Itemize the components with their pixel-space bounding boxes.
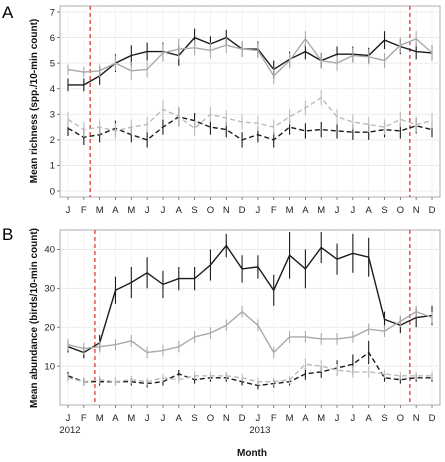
panel-a-label: A xyxy=(2,3,14,22)
panel-a-x-tick-label: S xyxy=(191,205,197,216)
panel-b-y-tick-label: 40 xyxy=(44,245,55,256)
panel-b-x-tick-label: S xyxy=(381,413,387,424)
panel-a-y-tick-label: 5 xyxy=(50,58,55,69)
panel-b-x-tick-label: M xyxy=(286,413,294,424)
panel-b-ticks xyxy=(57,249,433,408)
panel-a-x-tick-label: M xyxy=(96,205,104,216)
panel-a-event-lines xyxy=(89,6,411,197)
panel-b-x-tick-label: D xyxy=(239,413,246,424)
panel-b-x-tick-label: M xyxy=(96,413,104,424)
panel-b-x-tick-label: J xyxy=(350,413,355,424)
panel-b-x-tick-label: A xyxy=(366,413,373,424)
panel-b-x-tick-label: A xyxy=(302,413,309,424)
panel-a-y-tick-label: 1 xyxy=(50,161,55,172)
panel-a-plot-area xyxy=(59,5,441,198)
panel-a-x-tick-label: J xyxy=(350,205,355,216)
panel-b-x-tick-label: A xyxy=(112,413,119,424)
panel-a-x-tick-label: O xyxy=(397,205,404,216)
panel-b-x-tick-label: J xyxy=(145,413,150,424)
panel-a-y-axis-title: Mean richness (spp./10-min count) xyxy=(29,19,40,183)
panel-b-x-tick-label: N xyxy=(413,413,420,424)
panel-a-x-tick-label: J xyxy=(161,205,166,216)
panel-a-x-tick-label: F xyxy=(81,205,87,216)
panel-b-x-tick-label: D xyxy=(429,413,436,424)
year-label: 2012 xyxy=(59,425,80,436)
panel-a-x-tick-label: O xyxy=(207,205,214,216)
series-line xyxy=(67,244,433,354)
panel-a-x-tick-label: A xyxy=(302,205,309,216)
panel-b-y-tick-label: 20 xyxy=(44,323,55,334)
panel-b-x-tick-label: O xyxy=(207,413,214,424)
panel-b-event-lines xyxy=(94,230,411,405)
panel-b-x-tick-label: A xyxy=(176,413,183,424)
panel-a-x-tick-label: S xyxy=(381,205,387,216)
panel-b-label: B xyxy=(2,225,13,244)
panel-a-series xyxy=(67,28,433,148)
panel-b-plot-area xyxy=(59,229,441,406)
panel-b-x-tick-label: J xyxy=(335,413,340,424)
panel-a-series-4 xyxy=(67,89,433,139)
panel-b-x-tick-label: S xyxy=(191,413,197,424)
panel-a-x-tick-label: D xyxy=(429,205,436,216)
panel-b-series-4 xyxy=(67,358,433,386)
panel-b-x-axis-title: Month xyxy=(237,448,267,459)
panel-a-series-2 xyxy=(67,31,433,84)
panel-a-y-tick-label: 7 xyxy=(50,7,55,18)
panel-b-y-axis-title: Mean abundance (birds/10-min count) xyxy=(29,228,40,408)
series-line xyxy=(67,37,433,78)
panel-a-x-tick-label: A xyxy=(176,205,183,216)
panel-a-x-tick-label: M xyxy=(317,205,325,216)
panel-a-y-tick-label: 4 xyxy=(50,84,55,95)
panel-a-x-tick-label: D xyxy=(239,205,246,216)
panel-b-series xyxy=(67,231,433,390)
panel-a-x-tick-label: J xyxy=(256,205,261,216)
panel-a-x-tick-label: A xyxy=(366,205,373,216)
panel-b-x-tick-label: J xyxy=(161,413,166,424)
panel-a-y-tick-label: 6 xyxy=(50,33,55,44)
panel-a-x-tick-label: M xyxy=(286,205,294,216)
panel-b-x-tick-label: F xyxy=(271,413,277,424)
panel-b-x-tick-label: F xyxy=(81,413,87,424)
panel-b-x-tick-label: O xyxy=(397,413,404,424)
panel-a-x-tick-label: J xyxy=(335,205,340,216)
panel-a-x-tick-label: J xyxy=(66,205,71,216)
series-line xyxy=(67,96,433,132)
panel-b-y-tick-label: 30 xyxy=(44,284,55,295)
panel-a-x-tick-label: N xyxy=(223,205,230,216)
series-line xyxy=(67,363,432,383)
panel-a-x-tick-label: F xyxy=(271,205,277,216)
panel-a-y-tick-label: 3 xyxy=(50,110,55,121)
panel-b-x-tick-label: M xyxy=(317,413,325,424)
panel-b-x-tick-label: M xyxy=(127,413,135,424)
panel-a-y-tick-labels: 0 1 2 3 4 5 6 7 xyxy=(50,7,55,197)
panel-a-x-tick-label: A xyxy=(112,205,119,216)
panel-b-year-labels: 2012 2013 xyxy=(59,425,270,436)
panel-a-x-tick-label: M xyxy=(127,205,135,216)
panel-a-x-tick-label: N xyxy=(413,205,420,216)
series-line xyxy=(67,351,432,387)
panel-a-y-tick-label: 2 xyxy=(50,135,55,146)
panel-b-x-tick-label: N xyxy=(223,413,230,424)
panel-b-y-tick-label: 10 xyxy=(44,361,55,372)
panel-a-ticks xyxy=(57,11,433,200)
panel-b-y-tick-labels: 10 20 30 40 xyxy=(44,245,55,373)
year-label: 2013 xyxy=(249,425,270,436)
series-line xyxy=(67,116,433,141)
panel-b-x-tick-label: J xyxy=(66,413,71,424)
series-line xyxy=(67,310,433,354)
panel-a-x-tick-label: J xyxy=(145,205,150,216)
panel-a-y-tick-label: 0 xyxy=(50,186,55,197)
panel-b-series-2 xyxy=(67,305,433,359)
panel-b-x-tick-label: J xyxy=(256,413,261,424)
